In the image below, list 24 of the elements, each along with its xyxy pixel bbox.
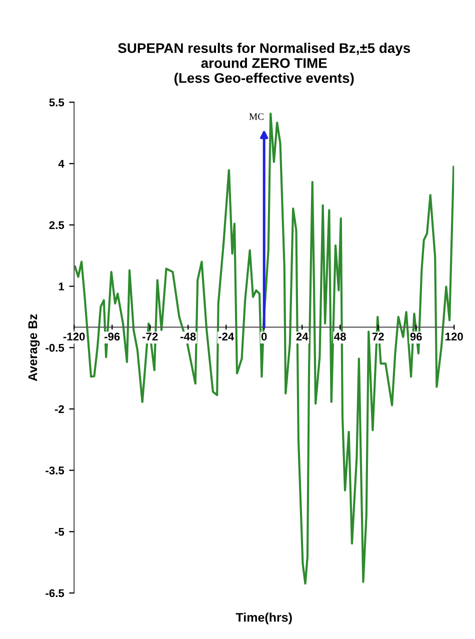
x-tick-label: 96 xyxy=(410,332,422,341)
x-tick-label: 120 xyxy=(446,332,463,341)
y-tick-label: -3.5 xyxy=(46,466,64,474)
x-tick-label: -24 xyxy=(218,332,234,340)
y-tick-label: -5 xyxy=(54,528,64,536)
y-tick-label: -0.5 xyxy=(46,344,64,352)
x-tick-label: -96 xyxy=(104,332,120,341)
y-tick-label: 2.5 xyxy=(49,221,64,230)
chart-title: SUPEPAN results for Normalised Bz,±5 days around ZERO TIME (Less Geo-effective events) xyxy=(118,42,410,86)
ref-line-label: MC xyxy=(249,113,264,120)
y-axis-title: Average Bz xyxy=(28,314,40,382)
x-tick-label: 48 xyxy=(334,332,346,341)
y-tick-label: 5.5 xyxy=(49,98,64,106)
x-tick-label: -72 xyxy=(142,332,158,340)
y-tick-label: 1 xyxy=(58,282,64,290)
y-tick-label: 4 xyxy=(58,160,64,168)
y-tick-label: -6.5 xyxy=(46,589,64,598)
x-tick-label: 72 xyxy=(372,332,384,340)
x-tick-label: 0 xyxy=(261,332,267,341)
x-axis-title: Time(hrs) xyxy=(236,612,292,624)
x-tick-label: -120 xyxy=(63,332,85,341)
x-tick-label: 24 xyxy=(296,332,308,340)
x-tick-label: -48 xyxy=(180,332,196,341)
y-tick-label: -2 xyxy=(54,405,64,413)
